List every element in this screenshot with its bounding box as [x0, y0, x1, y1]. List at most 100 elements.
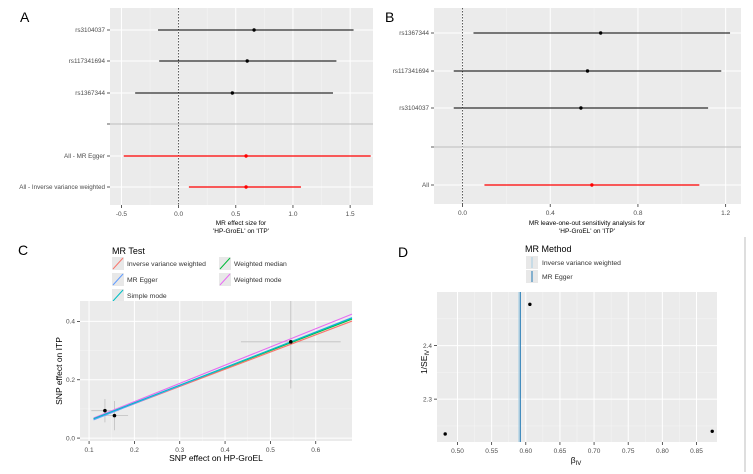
x-tick-label: 0.0	[174, 211, 183, 218]
snp-point	[443, 432, 447, 436]
x-tick-label: 1.2	[721, 210, 730, 217]
x-tick-label: 0.65	[554, 448, 567, 455]
x-tick-label: 1.0	[288, 211, 297, 218]
row-label: rs3104037	[399, 105, 429, 112]
x-tick-label: 0.55	[485, 448, 498, 455]
panel-d-ylabel: 1/SEIV	[419, 350, 431, 374]
row-label: All - MR Egger	[64, 153, 105, 160]
legend-key-line	[112, 289, 124, 302]
panel-c: C MR Test Inverse variance weighted Weigh…	[18, 242, 353, 463]
x-tick-label: 0.60	[519, 448, 532, 455]
legend-item-label: MR Egger	[127, 277, 158, 284]
x-tick-label: 0.4	[221, 447, 230, 454]
legend-item-label: Inverse variance weighted	[542, 260, 621, 267]
x-tick-label: 0.6	[311, 447, 320, 454]
legend-item-label: MR Egger	[542, 274, 573, 281]
estimate-point	[245, 59, 249, 63]
panel-a-plot-background	[110, 8, 373, 205]
panel-d-xlabel-base: β	[571, 455, 576, 465]
snp-point	[528, 302, 532, 307]
x-tick-label: 0.85	[690, 448, 703, 455]
estimate-point	[598, 31, 603, 35]
x-tick-label: 1.5	[346, 211, 355, 218]
row-label: rs1367344	[75, 90, 105, 97]
regression-line	[93, 317, 353, 420]
panel-c-axis: 0.1 0.2 0.3 0.4 0.5 0.6 0.0 0.2 0.4	[66, 319, 321, 454]
estimate-point	[230, 91, 235, 95]
panel-d-axis: 0.50 0.55 0.60 0.65 0.70 0.75 0.80 0.85 2.3 2.4	[423, 343, 703, 455]
y-tick-label: 2.3	[423, 396, 432, 403]
panel-d-label: D	[398, 244, 408, 260]
panel-a-axis: -0.5 0.0 0.5 1.0 1.5 rs3104037 rs117341694 rs13…	[19, 27, 355, 218]
legend-key-line	[112, 257, 124, 270]
panel-c-marks	[91, 301, 353, 431]
y-tick-label: 0.0	[66, 435, 75, 442]
x-tick-label: 0.3	[175, 447, 184, 454]
panel-c-xlabel: SNP effect on HP-GroEL	[169, 453, 263, 463]
x-tick-label: 0.1	[85, 447, 94, 454]
panel-d-legend-title: MR Method	[525, 244, 572, 254]
row-label: All - Inverse variance weighted	[19, 184, 105, 191]
panel-c-label: C	[18, 242, 28, 258]
panel-b-plot-background	[434, 8, 741, 204]
panel-b-label: B	[385, 9, 394, 25]
estimate-point	[590, 183, 594, 187]
y-tick-label: 0.2	[66, 377, 75, 384]
x-tick-label: 0.2	[130, 447, 139, 454]
x-tick-label: -0.5	[116, 211, 128, 218]
y-tick-label: 2.4	[423, 343, 432, 350]
panel-a-label: A	[20, 9, 30, 25]
panel-d-marks	[443, 292, 714, 442]
estimate-point	[244, 154, 248, 158]
panel-d-ylabel-main: 1/SE	[419, 355, 429, 374]
x-tick-label: 0.0	[458, 210, 467, 217]
estimate-point	[244, 185, 248, 189]
estimate-point	[579, 106, 583, 110]
row-label: All	[422, 182, 429, 189]
panel-c-ylabel: SNP effect on ITP	[54, 337, 64, 405]
panel-b: B 0.0 0.4 0.8 1.2 rs1367344 rs117341694 rs3104…	[385, 8, 741, 235]
row-label: rs3104037	[75, 27, 105, 34]
snp-point	[289, 340, 293, 344]
panel-a-marks	[110, 8, 373, 205]
panel-c-legend-title: MR Test	[112, 246, 145, 256]
legend-item-label: Weighted median	[234, 261, 287, 268]
x-tick-label: 0.80	[656, 448, 669, 455]
legend-item-label: Simple mode	[127, 293, 167, 300]
panel-d-legend: Inverse variance weighted MR Egger	[526, 256, 621, 283]
panel-d-xlabel-sub: IV	[576, 461, 582, 467]
panel-c-gridlines	[80, 301, 352, 441]
row-label: rs117341694	[393, 68, 430, 75]
x-tick-label: 0.5	[266, 447, 275, 454]
x-tick-label: 0.4	[546, 210, 555, 217]
x-tick-label: 0.5	[231, 211, 240, 218]
snp-point	[710, 429, 714, 433]
x-tick-label: 0.50	[451, 448, 464, 455]
regression-line	[93, 313, 353, 419]
row-label: rs117341694	[69, 58, 106, 65]
panel-d: D MR Method Inverse variance weighted MR …	[398, 237, 746, 472]
panel-a-xlabel-line1: MR effect size for	[216, 220, 267, 227]
x-tick-label: 0.70	[588, 448, 601, 455]
panel-b-xlabel-line1: MR leave-one-out sensitivity analysis fo…	[529, 220, 646, 227]
panel-b-xlabel-line2: 'HP-GroEL' on 'ITP'	[559, 228, 615, 235]
legend-key-line	[112, 273, 124, 286]
panel-d-gridlines	[437, 292, 717, 442]
panel-a-xlabel-line2: 'HP-GroEL' on 'ITP'	[213, 228, 269, 235]
legend-item-label: Inverse variance weighted	[127, 261, 206, 268]
panel-a: A -0.5 0.0 0.5 1.0 1.5 rs3104037 rs117341694 rs…	[19, 8, 373, 235]
y-tick-label: 0.4	[66, 319, 75, 326]
x-tick-label: 0.75	[622, 448, 635, 455]
panel-b-axis: 0.0 0.4 0.8 1.2 rs1367344 rs117341694 rs310403…	[393, 30, 731, 217]
snp-point	[103, 408, 107, 413]
legend-key-line	[219, 257, 231, 270]
legend-key-line	[219, 273, 231, 286]
snp-point	[112, 413, 117, 418]
panel-d-ylabel-sub: IV	[425, 350, 431, 356]
legend-item-label: Weighted mode	[234, 277, 282, 284]
estimate-point	[252, 28, 256, 32]
x-tick-label: 0.8	[633, 210, 642, 217]
panel-b-marks	[434, 8, 741, 204]
panel-d-xlabel: βIV	[571, 455, 582, 467]
